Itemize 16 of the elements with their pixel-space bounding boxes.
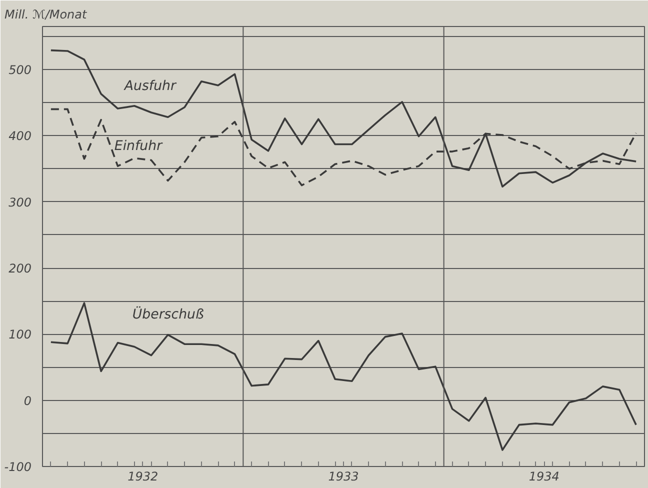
line-series: [50, 302, 637, 451]
y-axis-title: Mill. ℳ/Monat: [4, 8, 88, 22]
y-tick-label: 200: [8, 262, 32, 276]
x-tick-label: 1933: [328, 470, 359, 484]
y-tick-label: 0: [24, 394, 32, 408]
line-series: [50, 49, 637, 188]
series-label: Ausfuhr: [123, 78, 178, 94]
y-tick-label: 500: [8, 63, 32, 78]
y-tick-label: 100: [8, 328, 32, 342]
series-label: Einfuhr: [114, 139, 164, 154]
y-tick-label: -100: [4, 460, 32, 474]
series-label: Überschuß: [132, 306, 204, 323]
x-tick-label: 1932: [128, 470, 158, 484]
y-tick-label: 300: [8, 195, 32, 210]
x-tick-label: 1934: [528, 470, 560, 484]
y-tick-label: 400: [8, 129, 32, 144]
